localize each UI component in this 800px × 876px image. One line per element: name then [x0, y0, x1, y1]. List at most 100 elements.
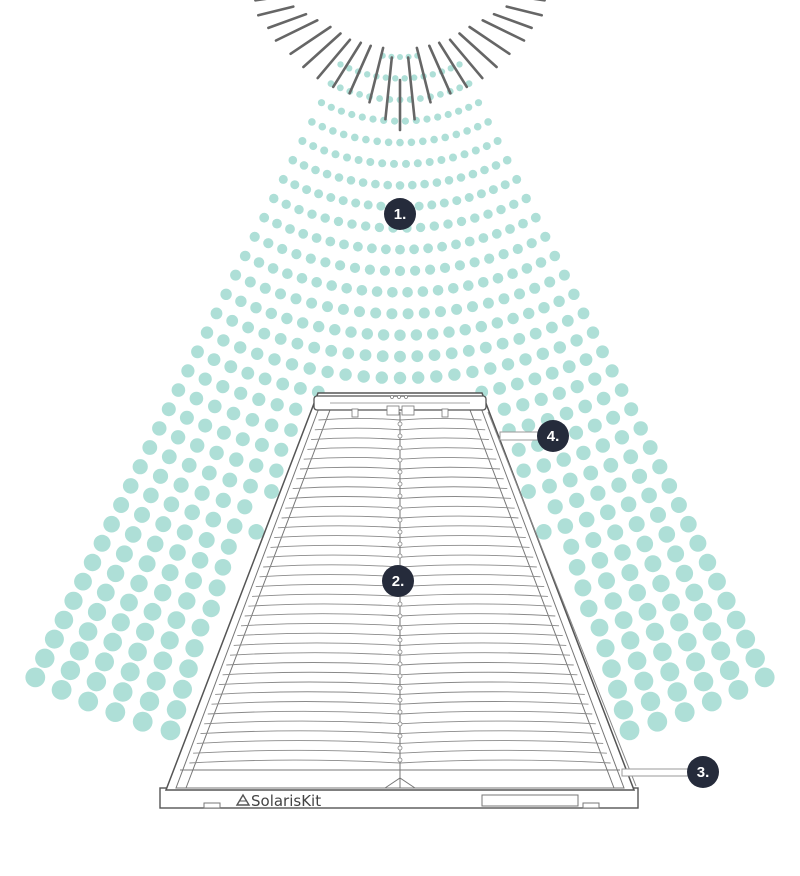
top-clip-center-2 [401, 405, 415, 416]
light-dot [549, 250, 561, 262]
light-dot [518, 218, 528, 229]
light-dot [252, 392, 266, 406]
light-dot [633, 421, 648, 436]
device-frame-rail-right [469, 409, 615, 789]
light-dot [318, 122, 327, 131]
light-dot [185, 572, 202, 590]
light-dot [454, 260, 465, 271]
light-dot [113, 682, 133, 702]
light-dot [317, 99, 326, 107]
light-dot [516, 398, 530, 412]
light-dot [270, 398, 284, 412]
light-dot [379, 265, 390, 276]
light-dot [274, 333, 287, 345]
light-dot [371, 286, 383, 297]
light-dot [479, 341, 492, 354]
light-dot [516, 463, 531, 478]
leader-4 [499, 431, 539, 441]
light-dot [169, 544, 186, 561]
light-dot [239, 250, 251, 262]
light-dot [507, 268, 518, 280]
light-dot [339, 239, 349, 250]
light-dot [216, 425, 231, 440]
light-dot [234, 341, 247, 354]
light-dot [430, 370, 443, 383]
light-dot [143, 487, 159, 504]
light-dot [471, 146, 480, 155]
light-dot [469, 257, 480, 268]
light-dot [276, 377, 290, 391]
light-dot [509, 199, 519, 209]
light-dot [439, 198, 449, 208]
light-dot [596, 639, 615, 658]
callout-label: 1. [394, 206, 407, 223]
light-dot [412, 371, 425, 384]
light-dot [341, 283, 353, 294]
light-dot [208, 399, 222, 414]
light-dot [299, 161, 309, 170]
light-dot [78, 691, 99, 712]
light-dot [423, 243, 433, 254]
light-dot [357, 370, 370, 383]
light-dot [44, 629, 64, 649]
light-dot [161, 449, 177, 465]
light-dot [569, 425, 584, 440]
light-dot [191, 345, 204, 359]
light-dot [367, 243, 377, 254]
seam-bead [397, 517, 403, 523]
light-dot [394, 265, 406, 277]
light-dot [728, 680, 749, 700]
light-dot [95, 652, 114, 672]
light-dot [586, 326, 600, 339]
light-dot [366, 158, 375, 166]
light-dot [178, 592, 196, 610]
light-dot [320, 146, 329, 155]
light-dot [552, 386, 566, 400]
solariskit-logo-icon [235, 793, 251, 806]
light-dot [553, 295, 565, 307]
light-dot [580, 599, 598, 618]
light-dot [563, 538, 580, 555]
light-dot [288, 155, 298, 165]
sun-ray [348, 44, 373, 95]
light-dot [281, 199, 291, 209]
light-dot [153, 651, 173, 671]
light-dot [662, 593, 680, 612]
center-seam-beads [397, 421, 403, 763]
light-dot [348, 110, 356, 119]
light-dot [171, 383, 186, 397]
light-dot [430, 135, 438, 144]
light-dot [411, 74, 418, 81]
top-clip-left [351, 408, 359, 418]
light-dot [394, 350, 406, 363]
light-dot [382, 74, 389, 81]
light-dot [675, 564, 694, 583]
light-dot [685, 583, 704, 602]
light-dot [325, 344, 338, 357]
light-dot [166, 700, 187, 720]
light-dot [392, 75, 399, 82]
light-dot [69, 641, 89, 661]
callout-label: 4. [547, 428, 560, 445]
light-dot [544, 276, 556, 288]
light-dot [241, 366, 255, 380]
light-dot [652, 459, 668, 475]
callout-1: 1. [384, 198, 416, 230]
light-dot [418, 307, 430, 319]
light-dot [285, 358, 299, 371]
light-dot [179, 410, 194, 425]
light-dot [530, 212, 541, 223]
light-dot [375, 371, 388, 384]
light-dot [578, 399, 592, 414]
light-dot [132, 711, 153, 732]
sun-icon [254, 0, 546, 132]
seam-bead [397, 697, 403, 703]
light-dot [459, 324, 471, 336]
light-dot [356, 91, 363, 98]
light-dot [326, 193, 336, 202]
light-dot [370, 307, 382, 319]
light-dot [434, 113, 442, 121]
light-dot [496, 337, 509, 350]
light-dot [559, 406, 574, 421]
light-dot [242, 321, 255, 334]
